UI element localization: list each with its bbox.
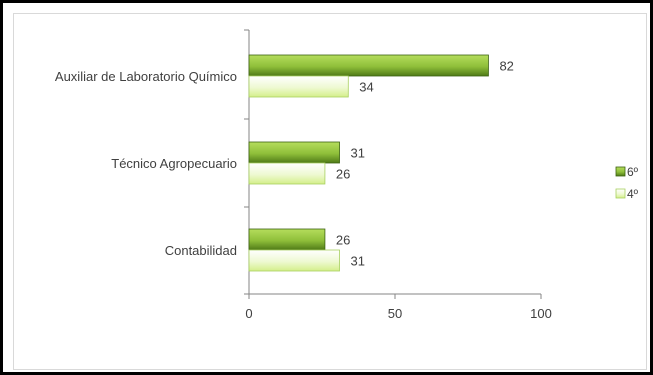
bar-series-4: [248, 162, 326, 185]
bar-series-6: [248, 141, 340, 164]
category-label: Técnico Agropecuario: [111, 156, 237, 171]
legend-label: 4º: [627, 187, 639, 201]
data-label: 31: [351, 254, 365, 269]
x-tick-label: 100: [530, 306, 552, 321]
legend-label: 6º: [627, 165, 639, 179]
bar-series-6: [248, 228, 326, 251]
bar-series-6: [248, 54, 489, 77]
data-label: 34: [359, 80, 373, 95]
bar-series-4: [248, 249, 340, 272]
data-label: 31: [351, 146, 365, 161]
data-label: 26: [336, 233, 350, 248]
bar-series-4: [248, 75, 349, 98]
chart-area-border: [13, 13, 647, 370]
category-label: Auxiliar de Laboratorio Químico: [55, 69, 237, 84]
x-tick-label: 50: [388, 306, 402, 321]
legend-swatch: [615, 166, 626, 177]
category-label: Contabilidad: [165, 243, 237, 258]
x-tick-label: 0: [245, 306, 252, 321]
data-label: 26: [336, 167, 350, 182]
legend-swatch: [615, 188, 626, 199]
data-label: 82: [499, 59, 513, 74]
